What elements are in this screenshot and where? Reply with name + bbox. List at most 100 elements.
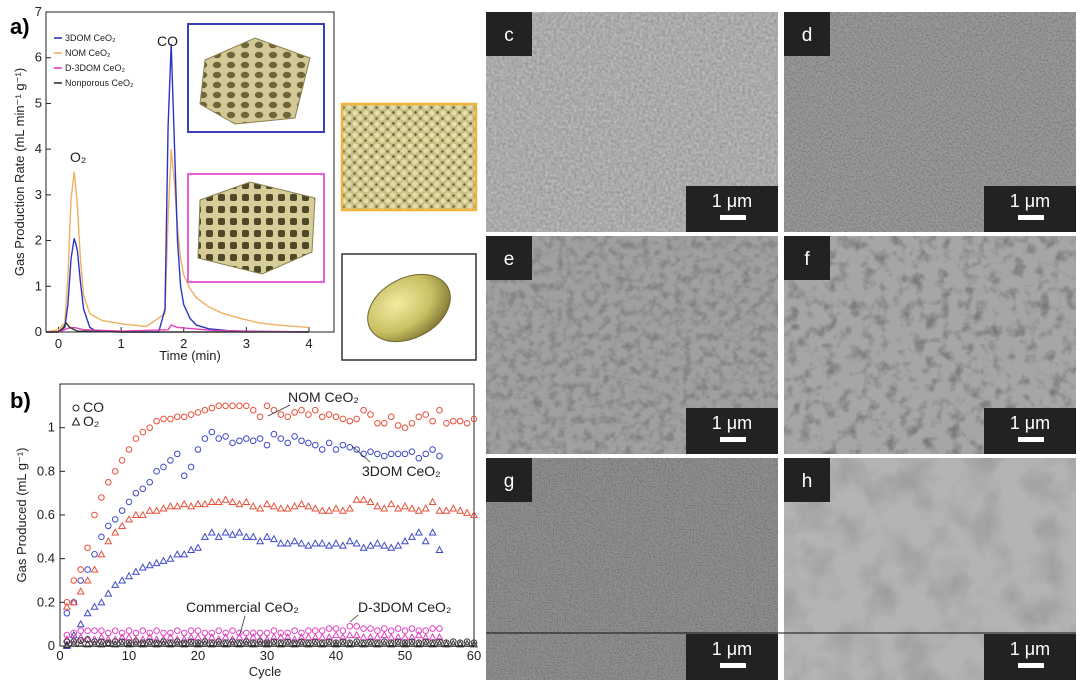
- sem-e-label: e: [504, 249, 515, 270]
- sem-f-scale-text: 1 μm: [1010, 413, 1050, 433]
- data-point: [167, 457, 174, 464]
- data-point: [125, 446, 133, 453]
- data-point: [69, 598, 78, 606]
- plot-b-xtick-label: 40: [329, 648, 343, 663]
- data-point: [352, 539, 361, 547]
- data-point: [214, 497, 223, 505]
- data-point: [338, 639, 347, 647]
- data-point: [84, 627, 91, 635]
- plot-b-ytick-label: 0.6: [37, 507, 55, 522]
- data-point: [97, 633, 106, 641]
- data-point: [236, 639, 243, 647]
- data-point: [229, 638, 236, 645]
- data-point: [283, 504, 292, 512]
- data-point: [235, 528, 244, 536]
- schematic-3dom-lattice: [199, 37, 311, 125]
- sem-c-label-box: [486, 12, 532, 56]
- data-point: [138, 510, 147, 519]
- data-point: [422, 638, 430, 645]
- data-point: [283, 539, 292, 547]
- legend-label-d-3dom-ceo2: D-3DOM CeO₂: [65, 63, 126, 73]
- data-point: [436, 406, 443, 414]
- data-point: [111, 528, 120, 536]
- data-point: [415, 639, 423, 647]
- annotation-nom-leader: [267, 404, 291, 417]
- data-point: [208, 404, 216, 412]
- data-point: [318, 539, 327, 547]
- plot-a-ytick-label: 6: [35, 50, 42, 65]
- data-point: [118, 521, 127, 529]
- data-point: [366, 639, 375, 647]
- data-point: [407, 532, 416, 540]
- legend-marker-triangle: [71, 416, 81, 426]
- sem-c-scale-text: 1 μm: [712, 191, 752, 211]
- data-point: [215, 402, 222, 410]
- data-point: [290, 640, 299, 648]
- data-point: [118, 457, 126, 464]
- data-point: [98, 638, 105, 645]
- data-point: [318, 639, 326, 647]
- data-point: [131, 510, 140, 519]
- data-point: [442, 640, 451, 648]
- series-d-3dom-ceo2-line: [46, 324, 310, 333]
- data-point: [104, 536, 113, 545]
- data-point: [229, 439, 236, 447]
- data-point: [132, 638, 140, 645]
- data-point: [277, 411, 285, 418]
- data-point: [442, 506, 451, 514]
- data-point: [374, 450, 381, 458]
- data-point: [276, 640, 285, 648]
- data-point: [387, 499, 396, 508]
- plot-b-series: [62, 402, 479, 650]
- data-point: [332, 639, 340, 647]
- data-point: [146, 424, 153, 431]
- plot-b-ytick-label: 0: [48, 638, 55, 653]
- data-point: [194, 446, 202, 453]
- data-point: [97, 598, 106, 606]
- data-point: [242, 497, 251, 505]
- data-point: [394, 504, 403, 512]
- legend-label-nonporous-ceo2: Nonporous CeO₂: [65, 78, 134, 88]
- data-point: [263, 629, 271, 637]
- data-point: [366, 497, 375, 505]
- data-point: [269, 502, 278, 510]
- series-nom-ceo2-o2: [62, 495, 479, 610]
- data-point: [263, 639, 271, 647]
- legend-label-nom-ceo2: NOM CeO₂: [65, 48, 111, 58]
- data-point: [422, 627, 430, 635]
- data-point: [111, 468, 119, 475]
- data-point: [332, 413, 340, 421]
- data-point: [373, 502, 382, 510]
- data-point: [305, 627, 312, 635]
- data-point: [98, 494, 105, 501]
- data-point: [408, 420, 416, 427]
- annotation-3dom: 3DOM CeO₂: [362, 463, 441, 479]
- data-point: [270, 638, 278, 645]
- data-point: [298, 629, 305, 637]
- data-point: [236, 629, 243, 637]
- data-point: [263, 402, 271, 410]
- data-point: [229, 402, 236, 410]
- data-point: [414, 528, 423, 536]
- data-point: [325, 411, 333, 418]
- plot-b-xtick-label: 50: [398, 648, 412, 663]
- plot-a-ytick-label: 1: [35, 278, 42, 293]
- data-point: [200, 532, 209, 540]
- data-point: [318, 640, 327, 648]
- data-point: [443, 639, 450, 647]
- data-point: [201, 435, 209, 442]
- data-point: [91, 627, 98, 635]
- data-point: [236, 402, 243, 410]
- data-point: [153, 468, 160, 475]
- data-point: [325, 506, 334, 514]
- data-point: [428, 497, 437, 505]
- data-point: [325, 638, 333, 645]
- data-point: [262, 640, 272, 648]
- data-point: [207, 528, 216, 536]
- plot-a-xlabel: Time (min): [159, 348, 221, 363]
- data-point: [269, 534, 278, 543]
- data-point: [132, 435, 140, 442]
- data-point: [394, 450, 402, 458]
- data-point: [277, 639, 285, 647]
- data-point: [249, 502, 258, 510]
